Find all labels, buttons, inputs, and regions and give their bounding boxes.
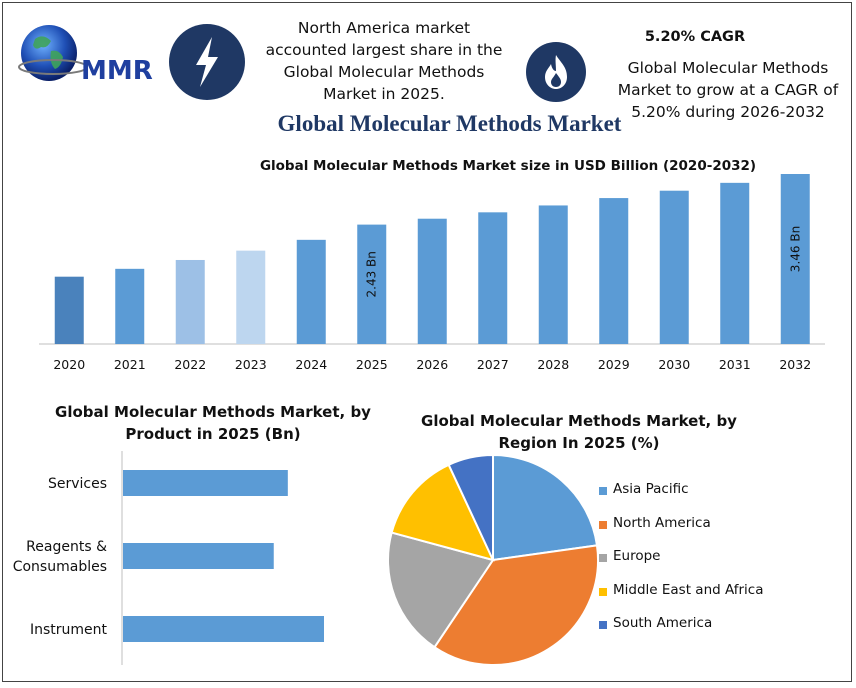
x-tick-label: 2021 xyxy=(114,357,146,372)
main-title: Global Molecular Methods Market xyxy=(277,111,622,136)
product-category-label: Reagents & Consumables xyxy=(13,539,107,575)
product-category-label: Services xyxy=(48,476,107,492)
bar-2020 xyxy=(54,276,84,344)
legend-swatch xyxy=(599,587,607,596)
product-bar xyxy=(123,543,274,569)
market-size-chart: 2020 2021 2022 2023 2024 2025 2.43 Bn 2026 2027 2… xyxy=(39,174,825,372)
product-bar xyxy=(123,616,324,642)
bar-2023 xyxy=(236,250,266,344)
bar-2022 xyxy=(175,259,205,344)
x-tick-label: 2027 xyxy=(477,357,509,372)
legend-swatch xyxy=(599,621,607,629)
x-tick-label: 2031 xyxy=(719,357,751,372)
legend-label: Asia Pacific xyxy=(613,481,689,497)
bar-data-label: 3.46 Bn xyxy=(788,226,802,272)
cagr-note: Global Molecular Methods Market to grow … xyxy=(617,59,839,121)
x-tick-label: 2032 xyxy=(779,357,811,372)
legend-label: South America xyxy=(613,615,713,631)
pie-slice xyxy=(390,463,495,562)
x-tick-label: 2029 xyxy=(598,357,630,372)
legend-label: Europe xyxy=(613,548,661,564)
bar-2030 xyxy=(659,190,689,344)
pie-slice xyxy=(433,544,599,666)
north-america-note: North America market accounted largest s… xyxy=(265,19,503,103)
bar-2021 xyxy=(115,268,145,344)
bar-2027 xyxy=(478,212,508,344)
product-bar xyxy=(123,470,288,496)
x-tick-label: 2025 xyxy=(356,357,388,372)
bar-2028 xyxy=(538,205,568,344)
product-chart: Services Reagents & Consumables Instrument xyxy=(13,451,324,665)
product-bars: Services Reagents & Consumables Instrument xyxy=(13,470,324,642)
bar-2031 xyxy=(720,182,750,344)
cagr-title: 5.20% CAGR xyxy=(644,29,746,45)
bar-data-label: 2.43 Bn xyxy=(365,251,379,297)
bar-2026 xyxy=(417,218,447,344)
bar-2032 xyxy=(780,174,810,344)
market-size-chart-title: Global Molecular Methods Market size in … xyxy=(259,158,757,174)
logo-text: MMR xyxy=(81,56,153,86)
legend-label: North America xyxy=(613,514,711,531)
pie-slice xyxy=(447,453,494,561)
x-tick-label: 2028 xyxy=(537,357,569,372)
legend-label: Middle East and Africa xyxy=(613,581,764,598)
flame-icon xyxy=(526,42,586,102)
bar-2025 xyxy=(357,224,387,344)
x-tick-label: 2022 xyxy=(174,357,206,372)
legend-swatch xyxy=(599,520,607,529)
x-tick-label: 2026 xyxy=(416,357,448,372)
product-chart-title: Global Molecular Methods Market, by Prod… xyxy=(55,403,371,443)
region-chart-title: Global Molecular Methods Market, by Regi… xyxy=(421,412,737,452)
region-slices xyxy=(387,453,599,666)
x-tick-label: 2030 xyxy=(658,357,690,372)
x-tick-label: 2023 xyxy=(235,357,267,372)
product-category-label: Instrument xyxy=(30,622,108,638)
pie-slice xyxy=(492,453,599,562)
market-size-bars: 2020 2021 2022 2023 2024 2025 2.43 Bn 2026 2027 2… xyxy=(53,174,811,372)
legend-swatch xyxy=(599,554,607,562)
x-tick-label: 2020 xyxy=(53,357,85,372)
bar-2024 xyxy=(296,239,326,344)
x-tick-label: 2024 xyxy=(295,357,327,372)
legend-swatch xyxy=(599,487,607,495)
lightning-bolt-icon xyxy=(169,24,245,100)
region-pie-chart xyxy=(387,453,599,666)
mmr-logo: MMR xyxy=(18,25,153,86)
pie-slice xyxy=(387,531,495,649)
bar-2029 xyxy=(599,198,629,344)
